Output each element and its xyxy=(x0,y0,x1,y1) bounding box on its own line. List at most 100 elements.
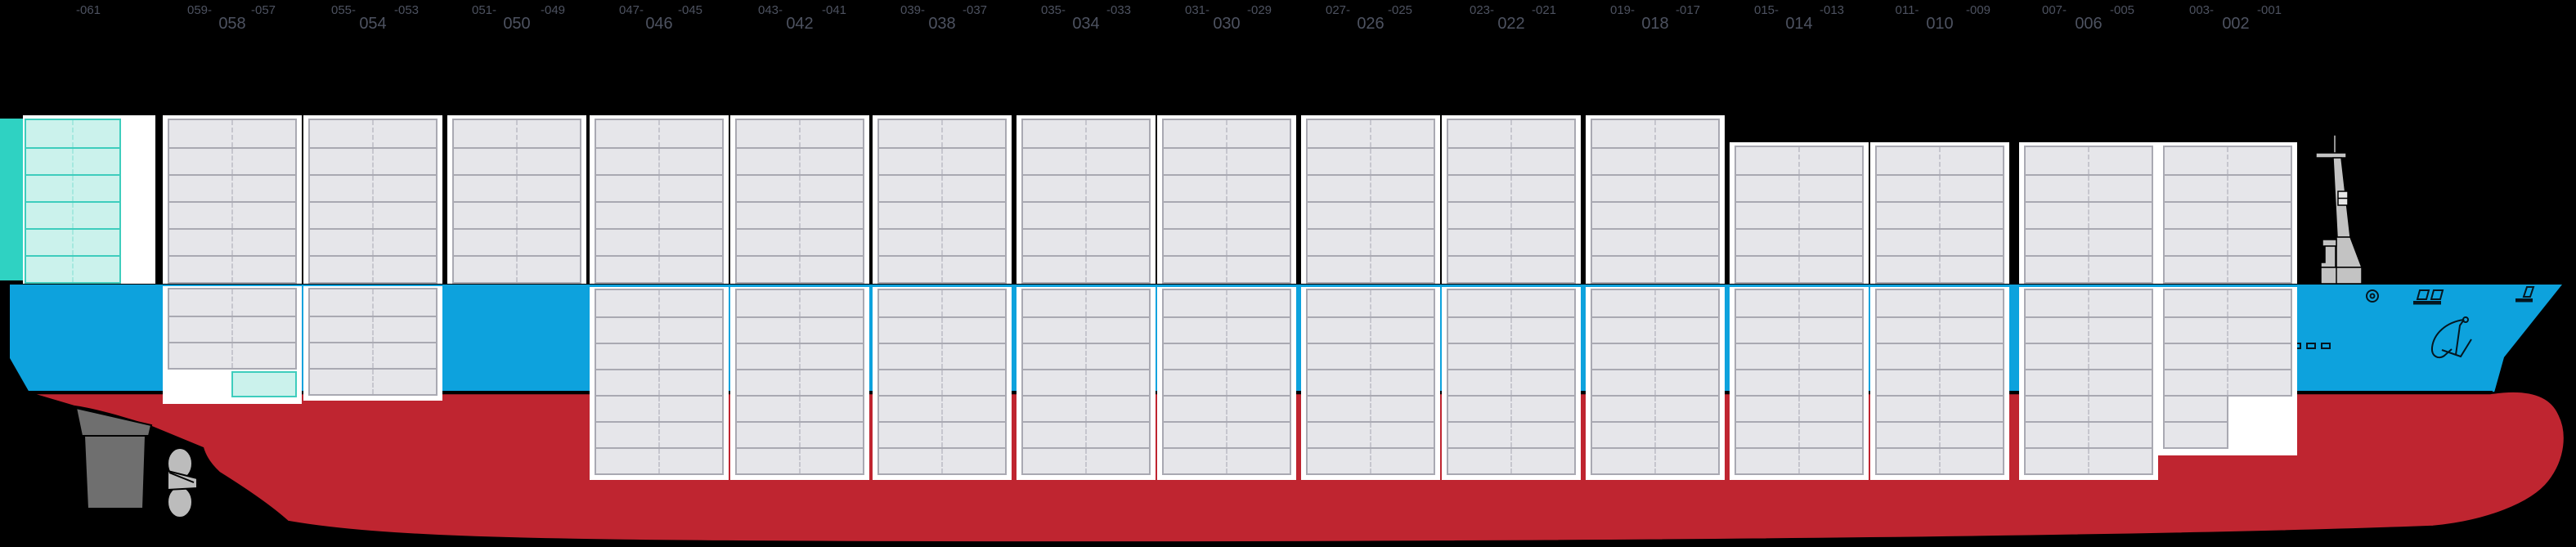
container-slot[interactable] xyxy=(1800,257,1862,282)
container-slot[interactable] xyxy=(374,203,436,228)
bay-006-above-deck-grid[interactable] xyxy=(2024,146,2153,284)
bay-010-above-deck-grid[interactable] xyxy=(1875,146,2004,284)
container-slot[interactable] xyxy=(310,370,374,394)
container-slot[interactable] xyxy=(1736,147,1800,174)
container-slot[interactable] xyxy=(1164,290,1227,316)
container-slot[interactable] xyxy=(1736,257,1800,282)
container-slot[interactable] xyxy=(1512,120,1574,147)
container-slot[interactable] xyxy=(1592,423,1656,447)
bay-002-lower-slot[interactable] xyxy=(2163,421,2228,449)
container-slot[interactable] xyxy=(943,318,1005,343)
container-slot[interactable] xyxy=(1512,257,1574,282)
container-slot[interactable] xyxy=(879,318,943,343)
container-slot[interactable] xyxy=(879,370,943,395)
bay-058-below-deck-grid[interactable] xyxy=(168,288,297,370)
container-slot[interactable] xyxy=(1656,203,1718,228)
container-slot[interactable] xyxy=(660,397,722,421)
container-slot[interactable] xyxy=(801,397,863,421)
container-slot[interactable] xyxy=(1656,423,1718,447)
container-slot[interactable] xyxy=(1592,318,1656,343)
bay-002-above-deck-grid[interactable] xyxy=(2163,146,2292,284)
bay-018-below-deck-grid[interactable] xyxy=(1591,289,1720,475)
container-slot[interactable] xyxy=(169,230,233,255)
container-slot[interactable] xyxy=(2089,423,2152,447)
bay-046-below-deck-grid[interactable] xyxy=(595,289,724,475)
container-slot[interactable] xyxy=(1592,370,1656,395)
container-slot[interactable] xyxy=(1308,230,1371,255)
container-slot[interactable] xyxy=(1656,344,1718,369)
container-slot[interactable] xyxy=(310,343,374,368)
container-slot[interactable] xyxy=(1227,397,1290,421)
container-slot[interactable] xyxy=(1227,449,1290,473)
container-slot[interactable] xyxy=(1227,149,1290,174)
container-slot[interactable] xyxy=(1736,370,1800,395)
container-slot[interactable] xyxy=(1877,423,1941,447)
bay-038-below-deck-grid[interactable] xyxy=(877,289,1007,475)
container-slot[interactable] xyxy=(943,230,1005,255)
container-slot[interactable] xyxy=(2089,397,2152,421)
container-slot[interactable] xyxy=(374,230,436,255)
container-slot[interactable] xyxy=(169,317,233,342)
container-slot[interactable] xyxy=(737,149,801,174)
container-slot[interactable] xyxy=(1227,257,1290,282)
container-slot[interactable] xyxy=(374,343,436,368)
container-slot[interactable] xyxy=(660,120,722,147)
container-slot[interactable] xyxy=(1941,257,2003,282)
container-slot[interactable] xyxy=(1164,344,1227,369)
container-slot[interactable] xyxy=(1941,230,2003,255)
container-slot[interactable] xyxy=(596,318,660,343)
container-slot[interactable] xyxy=(2228,203,2291,228)
container-slot[interactable] xyxy=(1448,449,1512,473)
container-slot[interactable] xyxy=(1448,423,1512,447)
container-slot[interactable] xyxy=(1941,397,2003,421)
bay-030-below-deck-grid[interactable] xyxy=(1162,289,1291,475)
container-slot[interactable] xyxy=(1448,318,1512,343)
container-slot[interactable] xyxy=(943,203,1005,228)
container-slot[interactable] xyxy=(879,290,943,316)
container-slot[interactable] xyxy=(454,176,518,201)
bay-058-selected-slot[interactable] xyxy=(231,371,297,397)
container-slot[interactable] xyxy=(1448,149,1512,174)
container-slot[interactable] xyxy=(1800,344,1862,369)
bay-034-above-deck-grid[interactable] xyxy=(1021,119,1151,284)
container-slot[interactable] xyxy=(518,149,580,174)
container-slot[interactable] xyxy=(1371,230,1434,255)
container-slot[interactable] xyxy=(1087,230,1149,255)
container-slot[interactable] xyxy=(454,149,518,174)
container-slot[interactable] xyxy=(1877,449,1941,473)
container-slot[interactable] xyxy=(1023,423,1087,447)
container-slot[interactable] xyxy=(2089,230,2152,255)
container-slot[interactable] xyxy=(2089,344,2152,369)
container-slot[interactable] xyxy=(310,257,374,282)
container-slot[interactable] xyxy=(1448,120,1512,147)
container-slot[interactable] xyxy=(2089,257,2152,282)
container-slot[interactable] xyxy=(1656,318,1718,343)
container-slot[interactable] xyxy=(1448,344,1512,369)
container-slot[interactable] xyxy=(169,149,233,174)
container-slot[interactable] xyxy=(1308,149,1371,174)
container-slot[interactable] xyxy=(26,203,74,228)
container-slot[interactable] xyxy=(1164,149,1227,174)
container-slot[interactable] xyxy=(801,257,863,282)
container-slot[interactable] xyxy=(2165,230,2228,255)
container-slot[interactable] xyxy=(1877,344,1941,369)
container-slot[interactable] xyxy=(660,449,722,473)
container-slot[interactable] xyxy=(233,289,295,316)
container-slot[interactable] xyxy=(660,203,722,228)
container-slot[interactable] xyxy=(2165,290,2228,316)
container-slot[interactable] xyxy=(1877,257,1941,282)
container-slot[interactable] xyxy=(660,230,722,255)
container-slot[interactable] xyxy=(660,423,722,447)
container-slot[interactable] xyxy=(1592,257,1656,282)
container-slot[interactable] xyxy=(1512,318,1574,343)
container-slot[interactable] xyxy=(2228,370,2291,395)
container-slot[interactable] xyxy=(374,317,436,342)
container-slot[interactable] xyxy=(1164,230,1227,255)
container-slot[interactable] xyxy=(1227,290,1290,316)
container-slot[interactable] xyxy=(1512,203,1574,228)
container-slot[interactable] xyxy=(596,257,660,282)
bay-030-above-deck-grid[interactable] xyxy=(1162,119,1291,284)
container-slot[interactable] xyxy=(1656,397,1718,421)
container-slot[interactable] xyxy=(2089,318,2152,343)
container-slot[interactable] xyxy=(1448,230,1512,255)
